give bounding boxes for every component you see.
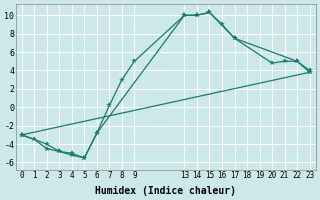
X-axis label: Humidex (Indice chaleur): Humidex (Indice chaleur)	[95, 186, 236, 196]
